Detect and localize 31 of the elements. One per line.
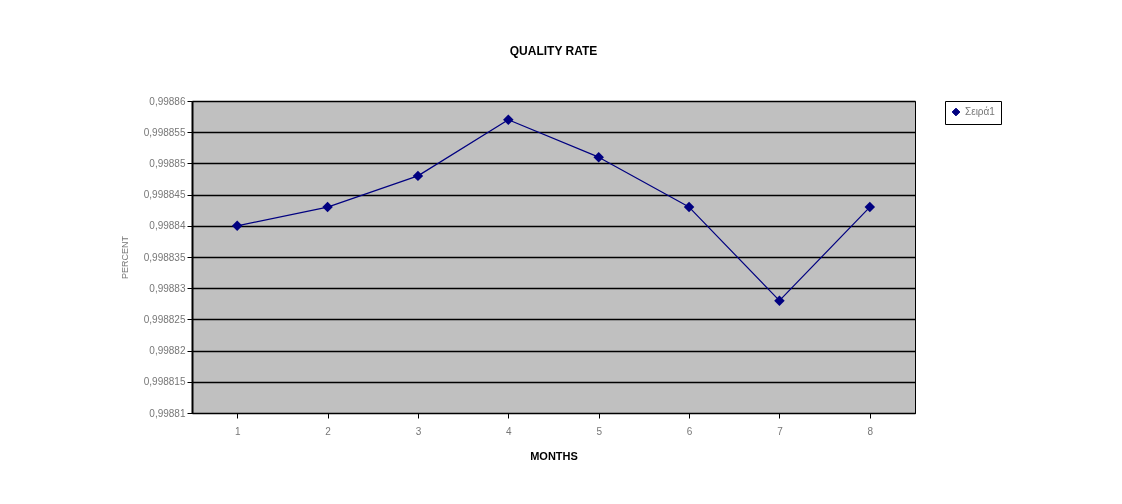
y-tick-label: 0,99882 [149,345,186,357]
x-tick-label: 1 [234,425,241,437]
y-tick-label: 0,998855 [143,126,186,138]
chart-title: QUALITY RATE [509,44,598,58]
x-tick-label: 4 [506,425,513,437]
y-tick-label: 0,99883 [149,282,186,294]
point [503,114,514,125]
y-tick-label: 0,998845 [143,189,186,201]
y-tick-label: 0,99884 [149,220,186,232]
point [683,201,695,213]
point [774,295,785,306]
y-tick-label: 0,99886 [149,95,186,107]
y-tick-label: 0,998815 [143,376,186,388]
y-tick-label: 0,998835 [143,251,186,263]
point [412,170,424,182]
y-tick-label: 0,99881 [149,407,186,419]
point [864,201,876,213]
x-tick-label: 3 [415,425,422,437]
y-tick-label: 0,99885 [149,157,186,169]
x-tick-label: 2 [325,425,332,437]
point [593,151,604,163]
y-tick-label: 0,998825 [143,313,186,325]
point [231,220,243,232]
legend-label: Σειρά1 [965,106,996,117]
x-tick-label: 6 [686,425,693,437]
x-tick-label: 7 [777,425,784,437]
point [322,201,333,213]
x-tick-label: 5 [596,425,603,437]
x-axis-title: MONTHS [530,449,578,462]
x-tick-label: 8 [867,425,874,437]
y-axis-title: PERCENT [119,235,130,280]
